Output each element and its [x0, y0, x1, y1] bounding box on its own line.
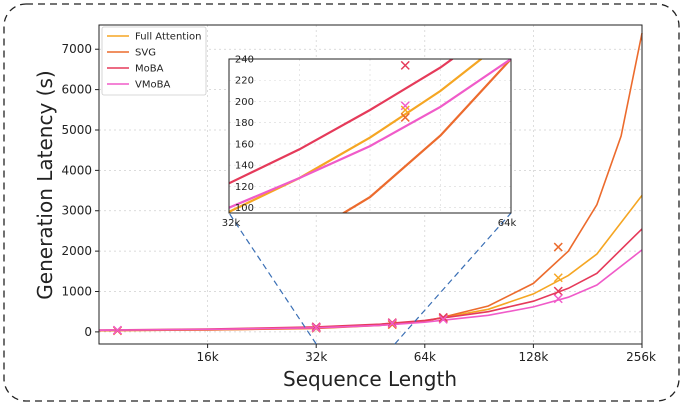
legend-label-vmoba: VMoBA	[135, 80, 170, 91]
main-plot-area	[98, 24, 643, 345]
y-tick-label: 3000	[61, 204, 92, 218]
legend-label-full-attention: Full Attention	[135, 32, 201, 43]
inset-y-tick-label: 240	[235, 55, 254, 66]
inset-vmoba-line	[229, 59, 511, 209]
inset-y-tick-label: 160	[235, 139, 254, 150]
legend: Full Attention SVG MoBA VMoBA	[101, 26, 207, 96]
vmoba-marker	[387, 318, 397, 328]
inset-full-attention-line	[229, 59, 483, 213]
inset-y-tick-label: 120	[235, 182, 254, 193]
vmoba-line	[98, 249, 643, 331]
legend-box	[101, 26, 207, 96]
inset-svg-line	[341, 59, 511, 213]
vmoba-marker	[112, 325, 122, 335]
x-tick-label: 16k	[196, 350, 218, 364]
svg-marker	[553, 242, 563, 252]
y-tick-label: 2000	[61, 244, 92, 258]
y-axis-label: Generation Latency (s)	[33, 70, 57, 299]
full-attention-line	[98, 194, 643, 332]
x-axis-label: Sequence Length	[283, 367, 457, 391]
main-series-lines	[98, 32, 643, 332]
x-tick-label: 256k	[626, 350, 656, 364]
inset-series-lines	[229, 59, 511, 213]
x-tick-label: 128k	[518, 350, 548, 364]
vmoba-marker	[311, 323, 321, 333]
y-tick-label: 0	[84, 325, 92, 339]
x-tick-label: 32k	[305, 350, 327, 364]
inset-y-tick-label: 180	[235, 118, 254, 129]
y-tick-label: 1000	[61, 285, 92, 299]
inset-x-tick-label: 32k	[222, 218, 241, 229]
inset-y-axis-ticks: 100 120 140 160 180 200 220 240	[235, 55, 254, 215]
x-axis-ticks: 16k 32k 64k 128k 256k	[196, 344, 656, 364]
inset-moba-marker	[400, 60, 410, 70]
inset-series-markers	[400, 60, 410, 122]
dashed-frame	[3, 3, 680, 402]
inset-moba-line	[229, 59, 455, 185]
zoom-connector-right	[394, 212, 512, 345]
inset-zoom-chart: 100 120 140 160 180 200 220 240 32k 64k	[222, 55, 517, 230]
inset-svg-marker	[400, 112, 410, 122]
inset-y-tick-label: 200	[235, 97, 254, 108]
y-axis-ticks: 0 1000 2000 3000 4000 5000 6000 7000	[61, 42, 99, 339]
y-tick-label: 4000	[61, 163, 92, 177]
y-tick-label: 7000	[61, 42, 92, 56]
legend-label-moba: MoBA	[135, 64, 164, 75]
full-attention-marker	[553, 273, 563, 283]
main-series-markers	[112, 242, 563, 336]
y-tick-label: 5000	[61, 123, 92, 137]
moba-marker	[438, 312, 448, 322]
inset-x-axis-ticks: 32k 64k	[222, 218, 517, 229]
inset-vmoba-marker	[400, 101, 410, 111]
legend-label-svg: SVG	[135, 48, 156, 59]
inset-y-tick-label: 220	[235, 76, 254, 87]
y-tick-label: 6000	[61, 83, 92, 97]
vmoba-marker	[553, 294, 563, 304]
moba-marker	[553, 286, 563, 296]
svg-marker	[387, 320, 397, 330]
inset-y-tick-label: 100	[235, 203, 254, 214]
inset-full-attention-marker	[400, 105, 410, 115]
zoom-connector-lines	[228, 212, 512, 345]
zoom-connector-left	[228, 212, 317, 345]
x-tick-label: 64k	[414, 350, 436, 364]
inset-x-tick-label: 64k	[498, 218, 517, 229]
inset-y-tick-label: 140	[235, 161, 254, 172]
inset-plot-area	[228, 58, 512, 214]
vmoba-marker	[438, 314, 448, 324]
